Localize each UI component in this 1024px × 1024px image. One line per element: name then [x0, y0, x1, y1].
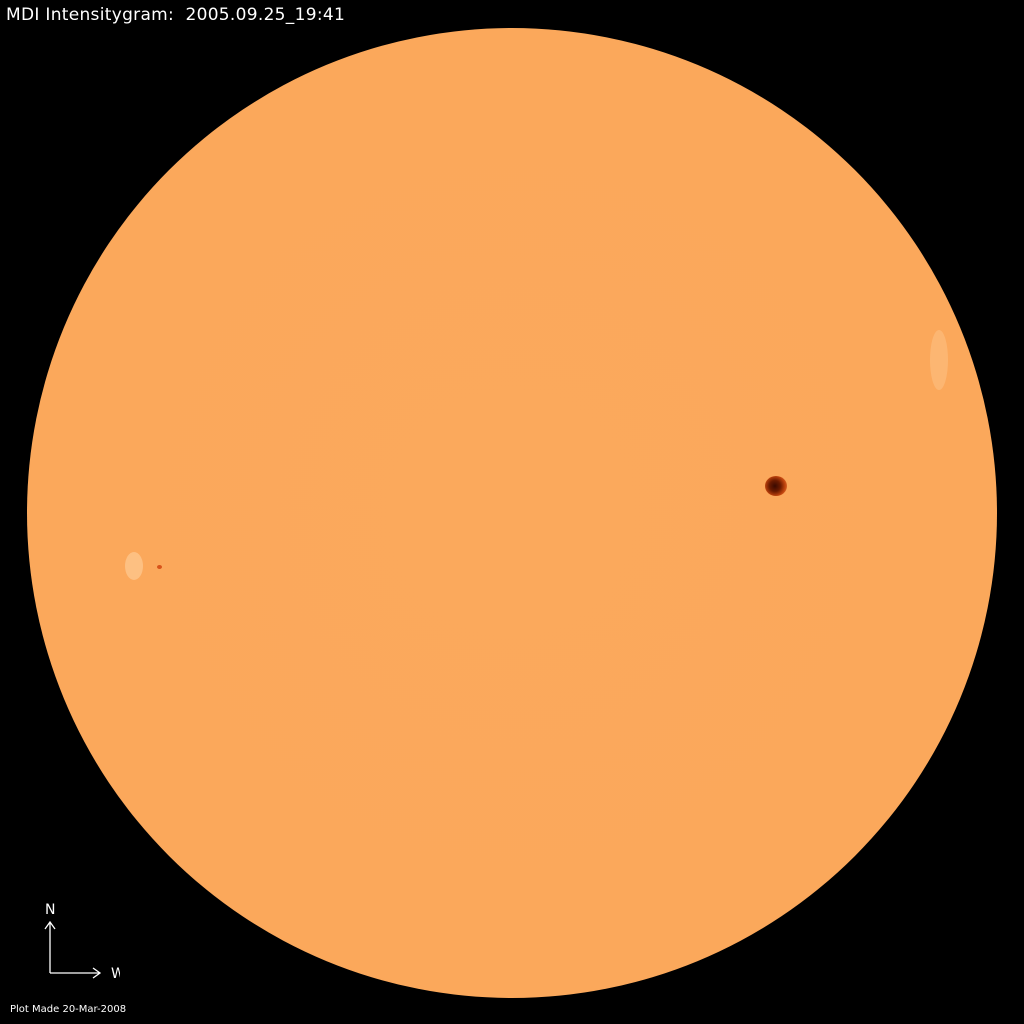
sunspot — [765, 476, 787, 496]
plot-made-footer: Plot Made 20-Mar-2008 — [10, 1004, 127, 1015]
facula — [125, 552, 143, 580]
north-label: N — [45, 902, 55, 918]
west-label: W — [111, 966, 120, 982]
west-arrow-icon — [50, 967, 102, 979]
small-sunspot — [157, 565, 162, 569]
orientation-compass: N W — [44, 902, 120, 982]
north-arrow-icon — [44, 920, 56, 973]
image-title: MDI Intensitygram: 2005.09.25_19:41 — [6, 5, 346, 25]
facula — [930, 330, 948, 390]
solar-disk — [27, 28, 997, 998]
